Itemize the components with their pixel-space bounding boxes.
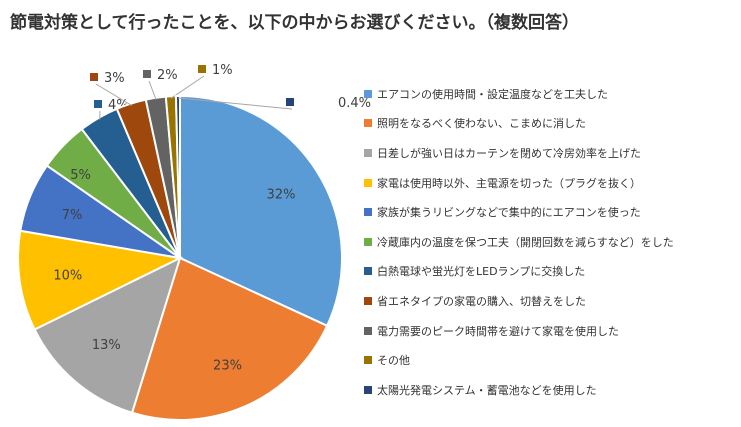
leader-line	[148, 80, 157, 100]
chart-legend: エアコンの使用時間・設定温度などを工夫した 照明をなるべく使わない、こまめに消した…	[364, 79, 736, 405]
pie-slice	[130, 256, 329, 421]
legend-label: 省エネタイプの家電の購入、切替えをした	[377, 294, 586, 308]
legend-item: 日差しが強い日はカーテンを閉めて冷房効率を上げた	[364, 138, 736, 168]
legend-item: 照明をなるべく使わない、こまめに消した	[364, 109, 736, 139]
chart-title: 節電対策として行ったことを、以下の中からお選びください。（複数回答）	[10, 13, 579, 33]
legend-swatch	[364, 89, 372, 98]
legend-swatch	[364, 356, 372, 365]
leader-line	[170, 75, 205, 99]
legend-label: 日差しが強い日はカーテンを閉めて冷房効率を上げた	[377, 146, 641, 160]
legend-item: 太陽光発電システム・蓄電池などを使用した	[364, 375, 736, 405]
label-marker	[143, 70, 151, 78]
data-label: 23%	[213, 359, 242, 374]
legend-swatch	[364, 178, 372, 187]
legend-item: エアコンの使用時間・設定温度などを工夫した	[364, 79, 736, 109]
legend-item: 白熱電球や蛍光灯をLEDランプに交換した	[364, 257, 736, 287]
data-label: 7%	[62, 208, 83, 223]
pie-slice	[179, 94, 343, 328]
legend-label: エアコンの使用時間・設定温度などを工夫した	[377, 87, 608, 101]
legend-item: 家電は使用時以外、主電源を切った（プラグを抜く）	[364, 168, 736, 198]
legend-item: その他	[364, 345, 736, 375]
pie-slice	[33, 256, 182, 415]
leader-line	[95, 83, 132, 106]
data-label: 32%	[267, 187, 296, 202]
legend-label: その他	[377, 354, 410, 368]
data-label: 0.4%	[338, 96, 371, 111]
pie-slice	[17, 229, 184, 331]
legend-item: 冷蔵庫内の温度を保つ工夫（開閉回数を減らすなど）をした	[364, 227, 736, 257]
legend-label: 家族が集うリビングなどで集中的にエアコンを使った	[377, 206, 641, 220]
legend-label: 電力需要のピーク時間帯を避けて家電を使用した	[377, 324, 619, 338]
data-label: 5%	[70, 168, 91, 183]
legend-label: 家電は使用時以外、主電源を切った（プラグを抜く）	[377, 176, 641, 190]
data-label: 13%	[92, 338, 121, 353]
legend-swatch	[364, 326, 372, 335]
pie-slice	[174, 94, 181, 259]
label-marker	[198, 65, 206, 73]
legend-swatch	[364, 385, 372, 394]
legend-label: 白熱電球や蛍光灯をLEDランプに交換した	[377, 265, 586, 279]
legend-swatch	[364, 296, 372, 305]
data-label: 2%	[157, 68, 178, 83]
legend-swatch	[364, 148, 372, 157]
data-label: 10%	[53, 268, 82, 283]
data-label: 1%	[212, 63, 233, 78]
legend-swatch	[364, 208, 372, 217]
legend-item: 省エネタイプの家電の購入、切替えをした	[364, 286, 736, 316]
legend-swatch	[364, 237, 372, 246]
label-marker	[94, 100, 102, 108]
data-label: 3%	[104, 71, 125, 86]
legend-label: 照明をなるべく使わない、こまめに消した	[377, 117, 586, 131]
legend-swatch	[364, 267, 372, 276]
legend-label: 冷蔵庫内の温度を保つ工夫（開閉回数を減らすなど）をした	[377, 235, 674, 249]
legend-swatch	[364, 119, 372, 128]
label-marker	[286, 98, 294, 106]
legend-item: 電力需要のピーク時間帯を避けて家電を使用した	[364, 316, 736, 346]
legend-item: 家族が集うリビングなどで集中的にエアコンを使った	[364, 197, 736, 227]
leader-line	[177, 97, 293, 110]
legend-label: 太陽光発電システム・蓄電池などを使用した	[377, 383, 597, 397]
label-marker	[90, 73, 98, 81]
